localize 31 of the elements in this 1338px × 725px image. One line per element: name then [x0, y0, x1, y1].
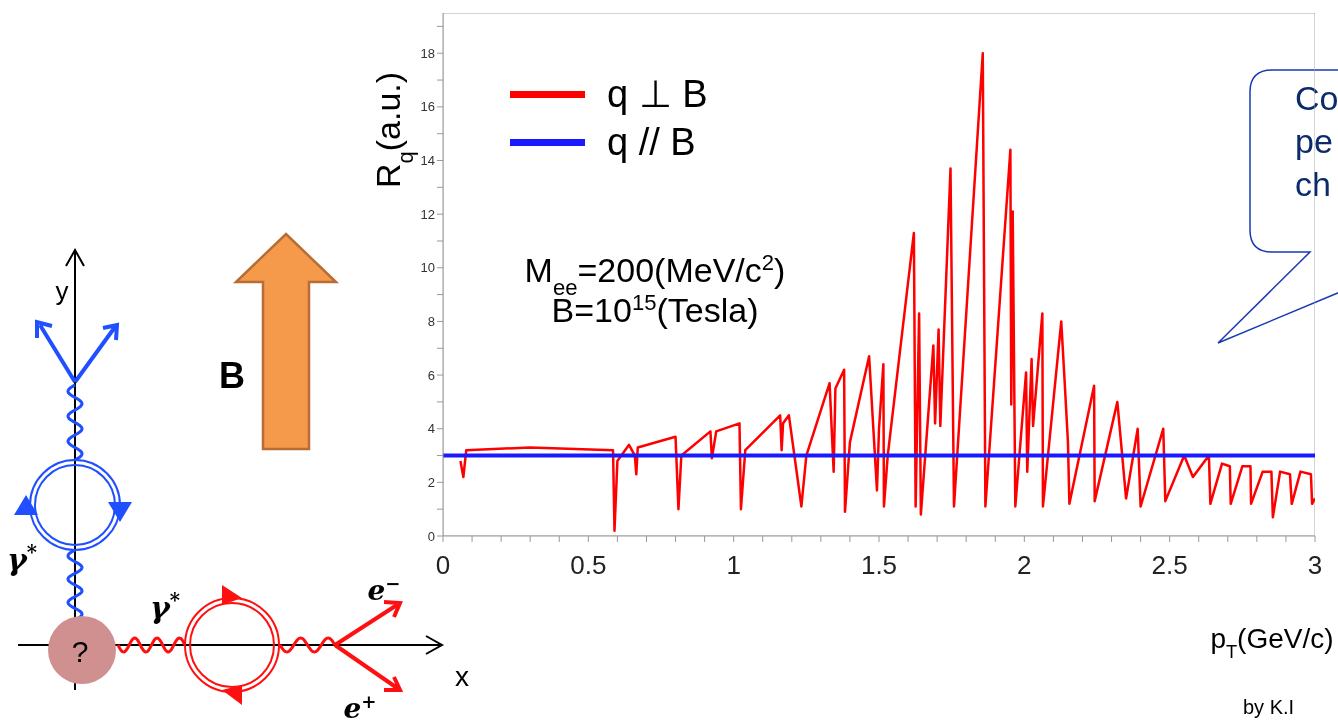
y-tick-label: 12 — [420, 206, 435, 222]
y-tick-label: 14 — [420, 153, 435, 169]
x-tick-label: 0.5 — [570, 550, 607, 581]
y-tick-label: 4 — [427, 421, 435, 437]
text: e$^{−}$ — [367, 572, 401, 607]
x-tick-label: 2 — [1017, 550, 1032, 581]
y-tick-label: 2 — [427, 474, 435, 490]
y-tick-label: 8 — [427, 314, 435, 330]
y-tick-label: 18 — [420, 45, 435, 61]
y-tick-label: 16 — [420, 99, 435, 115]
y-tick-label: 0 — [427, 528, 435, 544]
x-tick-label: 1.5 — [860, 550, 898, 581]
x-tick-label: 2.5 — [1151, 550, 1188, 581]
text: γ$^{*}$ — [149, 588, 181, 625]
annotation: Co — [1295, 79, 1338, 117]
text: y — [55, 276, 69, 306]
text: B — [219, 355, 245, 396]
legend-label: q // B — [607, 120, 696, 165]
text: ? — [71, 635, 89, 668]
x-axis-title: p$_{T}$(GeV/c) — [1210, 623, 1334, 662]
text: e$^{+}$ — [343, 690, 377, 725]
y-tick-label: 6 — [427, 367, 435, 383]
x-tick-label: 1 — [726, 550, 741, 581]
x-tick-label: 3 — [1307, 550, 1323, 581]
y-tick-label: 10 — [420, 260, 435, 276]
text: by K.I — [1243, 696, 1295, 718]
annotation: pe — [1295, 122, 1333, 160]
text: x — [455, 661, 469, 692]
legend-label: q ⊥ B — [607, 72, 708, 117]
annotation: ch — [1295, 165, 1331, 203]
text: γ$^{*}$ — [6, 540, 38, 577]
